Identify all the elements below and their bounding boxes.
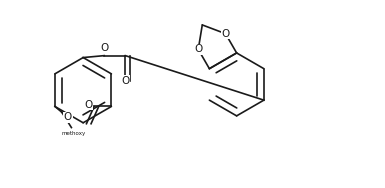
Text: methoxy: methoxy	[61, 131, 85, 136]
Text: O: O	[194, 44, 203, 54]
Text: O: O	[121, 76, 129, 86]
Text: O: O	[84, 100, 92, 110]
Text: O: O	[64, 112, 72, 122]
Text: O: O	[100, 42, 109, 53]
Text: O: O	[221, 29, 229, 39]
